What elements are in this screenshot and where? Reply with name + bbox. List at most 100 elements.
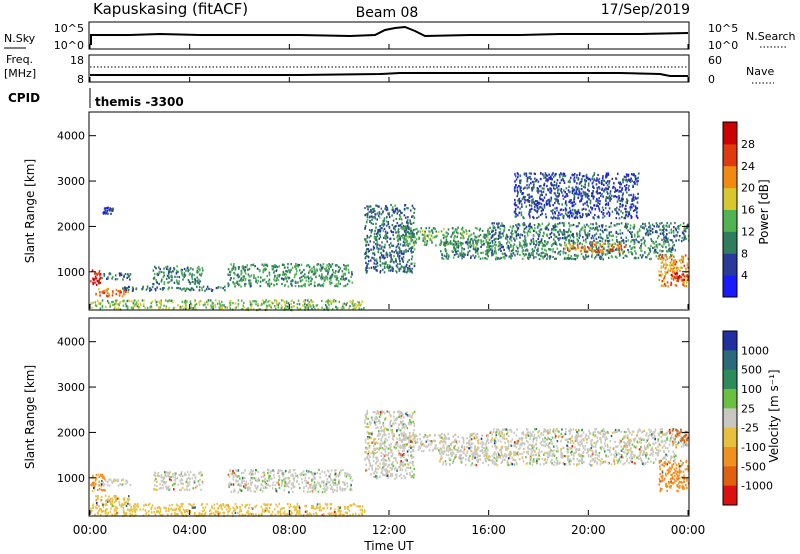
heatmap-cell: [627, 215, 629, 218]
heatmap-cell: [676, 275, 678, 278]
heatmap-cell: [366, 205, 368, 208]
heatmap-cell: [274, 299, 276, 302]
heatmap-cell: [658, 254, 660, 257]
heatmap-cell: [275, 269, 278, 273]
heatmap-cell: [314, 486, 316, 489]
heatmap-cell: [324, 304, 327, 307]
heatmap-cell: [564, 241, 566, 244]
heatmap-cell: [678, 259, 681, 262]
heatmap-cell: [190, 273, 193, 276]
heatmap-cell: [544, 255, 546, 258]
heatmap-cell: [407, 231, 410, 234]
heatmap-cell: [634, 208, 636, 212]
heatmap-cell: [596, 192, 599, 195]
heatmap-cell: [625, 240, 627, 243]
heatmap-cell: [244, 266, 246, 269]
heatmap-cell: [587, 188, 589, 191]
heatmap-cell: [536, 204, 539, 207]
heatmap-cell: [198, 471, 201, 474]
heatmap-cell: [186, 287, 188, 290]
heatmap-cell: [593, 204, 595, 207]
heatmap-cell: [262, 299, 264, 302]
heatmap-cell: [522, 253, 525, 256]
heatmap-cell: [520, 187, 522, 190]
heatmap-cell: [457, 246, 460, 249]
heatmap-cell: [563, 174, 565, 177]
heatmap-cell: [526, 243, 528, 246]
heatmap-cell: [377, 232, 380, 235]
heatmap-cell: [678, 238, 680, 242]
heatmap-cell: [155, 488, 158, 491]
heatmap-cell: [372, 245, 375, 248]
heatmap-cell: [648, 252, 650, 255]
heatmap-cell: [298, 504, 300, 508]
heatmap-cell: [289, 271, 291, 274]
heatmap-cell: [473, 238, 476, 241]
heatmap-cell: [334, 489, 336, 492]
heatmap-cell: [391, 206, 394, 209]
heatmap-cell: [307, 306, 309, 309]
heatmap-cell: [160, 476, 163, 479]
heatmap-cell: [379, 235, 382, 239]
heatmap-cell: [112, 291, 114, 294]
heatmap-cell: [122, 478, 124, 481]
heatmap-cell: [549, 232, 552, 235]
heatmap-cell: [499, 240, 501, 244]
heatmap-cell: [175, 279, 178, 282]
heatmap-cell: [255, 280, 257, 283]
heatmap-cell: [491, 229, 493, 232]
heatmap-cell: [372, 210, 374, 213]
heatmap-cell: [114, 278, 117, 281]
heatmap-cell: [383, 265, 386, 268]
heatmap-cell: [291, 299, 293, 302]
heatmap-cell: [262, 471, 264, 474]
heatmap-cell: [366, 236, 369, 239]
heatmap-cell: [188, 307, 190, 310]
heatmap-cell: [250, 482, 252, 485]
heatmap-cell: [262, 475, 265, 478]
heatmap-cell: [408, 259, 410, 262]
heatmap-cell: [118, 272, 121, 275]
heatmap-cell: [662, 258, 665, 261]
heatmap-cell: [500, 236, 503, 239]
heatmap-cell: [393, 211, 395, 214]
heatmap-cell: [114, 274, 117, 277]
heatmap-cell: [572, 234, 574, 238]
heatmap-cell: [617, 243, 619, 246]
heatmap-cell: [263, 302, 265, 305]
heatmap-cell: [651, 239, 653, 242]
heatmap-cell: [307, 481, 309, 484]
heatmap-cell: [346, 482, 348, 485]
heatmap-cell: [254, 478, 257, 481]
heatmap-cell: [106, 300, 109, 303]
heatmap-cell: [125, 289, 128, 292]
heatmap-cell: [686, 281, 688, 284]
heatmap-cell: [632, 196, 634, 199]
heatmap-cell: [472, 254, 474, 257]
heatmap-cell: [95, 293, 97, 296]
heatmap-cell: [343, 285, 345, 288]
heatmap-cell: [344, 284, 347, 287]
heatmap-cell: [395, 260, 398, 264]
heatmap-cell: [687, 266, 689, 269]
heatmap-cell: [111, 277, 113, 280]
heatmap-cell: [577, 239, 580, 242]
heatmap-cell: [317, 263, 320, 266]
heatmap-cell: [474, 226, 477, 229]
heatmap-cell: [91, 490, 94, 493]
heatmap-cell: [374, 229, 376, 232]
heatmap-cell: [549, 257, 551, 260]
heatmap-cell: [375, 232, 378, 235]
heatmap-cell: [341, 278, 344, 281]
heatmap-cell: [524, 239, 527, 242]
heatmap-cell: [665, 228, 667, 231]
heatmap-cell: [302, 470, 305, 473]
heatmap-cell: [585, 177, 588, 180]
heatmap-cell: [402, 233, 404, 236]
heatmap-cell: [102, 484, 105, 487]
heatmap-cell: [569, 246, 571, 249]
heatmap-cell: [425, 243, 428, 246]
heatmap-cell: [327, 301, 329, 304]
heatmap-cell: [598, 187, 601, 190]
heatmap-cell: [670, 222, 672, 225]
